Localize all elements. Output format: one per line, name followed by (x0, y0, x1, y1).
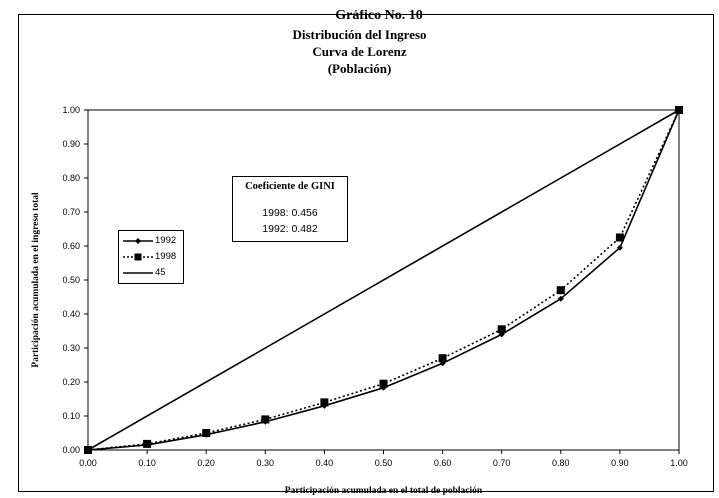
legend-symbol-45 (123, 272, 153, 274)
legend-symbol-1998 (123, 253, 153, 261)
data-point-1992 (144, 441, 151, 448)
data-point-1998 (438, 354, 447, 363)
y-tick-label: 0.90 (62, 139, 80, 149)
x-tick-label: 0.00 (79, 458, 97, 468)
legend-label-1998: 1998 (155, 251, 177, 262)
data-point-1998 (556, 286, 565, 295)
series-1992 (85, 107, 682, 453)
y-tick-label: 0.00 (62, 445, 80, 455)
data-point-1992 (262, 418, 269, 425)
legend-item-1992: 1992 (119, 234, 183, 248)
x-tick-label: 0.80 (552, 458, 570, 468)
series-line-45 (87, 109, 680, 451)
data-point-1992 (321, 402, 328, 409)
data-point-1992 (85, 447, 91, 453)
legend-symbol-1992 (123, 238, 153, 244)
data-point-1992 (439, 360, 446, 367)
data-point-1992 (380, 384, 387, 391)
legend-item-45: 45 (119, 266, 183, 280)
data-point-1992 (203, 431, 210, 438)
y-tick-label: 1.00 (62, 105, 80, 115)
chart-title-line-1: Distribución del Ingreso (292, 27, 427, 42)
x-axis-label: Participación acumulada en el total de p… (285, 486, 483, 496)
x-tick-label: 0.90 (611, 458, 629, 468)
x-tick-label: 1.00 (670, 458, 688, 468)
y-tick-label: 0.30 (62, 343, 80, 353)
x-tick-label: 0.40 (316, 458, 334, 468)
y-tick-label: 0.50 (62, 275, 80, 285)
legend-item-1998: 1998 (119, 250, 183, 264)
x-axis: 0.00 0.10 0.20 0.30 0.40 0.50 0.60 0.70 0.80 0.90… (79, 450, 688, 468)
y-tick-label: 0.80 (62, 173, 80, 183)
gini-title: Coeficiente de GINI (245, 181, 335, 192)
y-tick-label: 0.70 (62, 207, 80, 217)
data-point-1992 (676, 107, 682, 113)
x-tick-label: 0.50 (375, 458, 393, 468)
data-point-1998 (497, 325, 506, 334)
x-tick-label: 0.30 (257, 458, 275, 468)
series-layer (84, 106, 683, 454)
y-tick-label: 0.20 (62, 377, 80, 387)
gini-row-1992: 1992: 0.482 (262, 223, 318, 235)
data-point-1998 (320, 398, 329, 407)
series-45 (87, 109, 680, 451)
data-point-1992 (616, 244, 623, 251)
y-tick-label: 0.10 (62, 411, 80, 421)
chart-title-line-2: Curva de Lorenz (312, 44, 407, 59)
series-line-1998 (87, 109, 680, 451)
data-point-1992 (498, 331, 505, 338)
gini-row-1998: 1998: 0.456 (262, 207, 318, 219)
x-tick-label: 0.20 (197, 458, 215, 468)
x-tick-label: 0.10 (138, 458, 156, 468)
y-tick-label: 0.40 (62, 309, 80, 319)
x-tick-label: 0.70 (493, 458, 511, 468)
y-axis: 0.00 0.10 0.20 0.30 0.40 0.50 0.60 0.70 0.80 0.90… (62, 105, 88, 455)
legend-label-1992: 1992 (155, 235, 177, 246)
legend: 1992 1998 45 (118, 230, 184, 284)
data-point-1998 (379, 379, 388, 388)
gini-annotation: Coeficiente de GINI 1998: 0.456 1992: 0.… (232, 176, 348, 242)
chart-title-line-3: (Población) (327, 61, 392, 76)
data-point-1998 (615, 233, 624, 242)
y-tick-label: 0.60 (62, 241, 80, 251)
legend-label-45: 45 (155, 267, 166, 278)
data-point-1992 (557, 295, 564, 302)
cropped-header-text: Gráfico No. 10 (335, 10, 423, 22)
y-axis-label: Participación acumulada en el ingreso to… (31, 192, 41, 368)
x-tick-label: 0.60 (434, 458, 452, 468)
